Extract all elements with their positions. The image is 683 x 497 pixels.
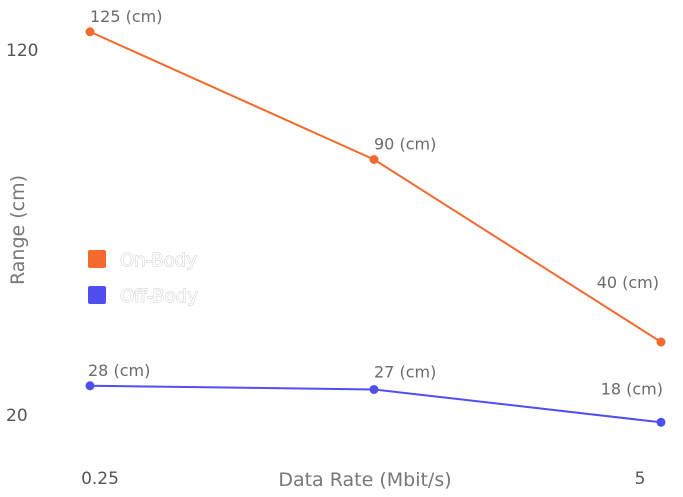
- y-tick-label: 120: [6, 41, 38, 61]
- series-layer: 125 (cm) 90 (cm) 40 (cm) 28 (cm) 27 (cm) 18 (…: [85, 7, 666, 427]
- data-point: [656, 417, 666, 427]
- data-point: [369, 155, 379, 164]
- data-label: 18 (cm): [601, 379, 663, 398]
- legend-label-on-body: On-Body: [120, 250, 197, 271]
- data-label: 90 (cm): [374, 135, 436, 154]
- y-axis-label: Range (cm): [7, 175, 29, 285]
- data-label: 28 (cm): [88, 361, 150, 380]
- data-point: [85, 27, 95, 37]
- data-label: 40 (cm): [597, 273, 659, 292]
- data-point: [656, 337, 666, 347]
- y-tick-label: 20: [6, 406, 28, 426]
- data-point: [85, 381, 95, 391]
- x-axis-label: Data Rate (Mbit/s): [278, 469, 451, 491]
- data-label: 27 (cm): [374, 362, 436, 381]
- legend-swatch-on-body: [88, 250, 106, 268]
- legend: On-Body Off-Body: [88, 250, 199, 307]
- data-point: [369, 384, 379, 394]
- legend-label-off-body: Off-Body: [120, 286, 198, 307]
- data-label: 125 (cm): [90, 7, 163, 26]
- x-tick-label: 5: [635, 469, 646, 489]
- x-tick-label: 0.25: [81, 469, 119, 489]
- legend-swatch-off-body: [88, 286, 106, 304]
